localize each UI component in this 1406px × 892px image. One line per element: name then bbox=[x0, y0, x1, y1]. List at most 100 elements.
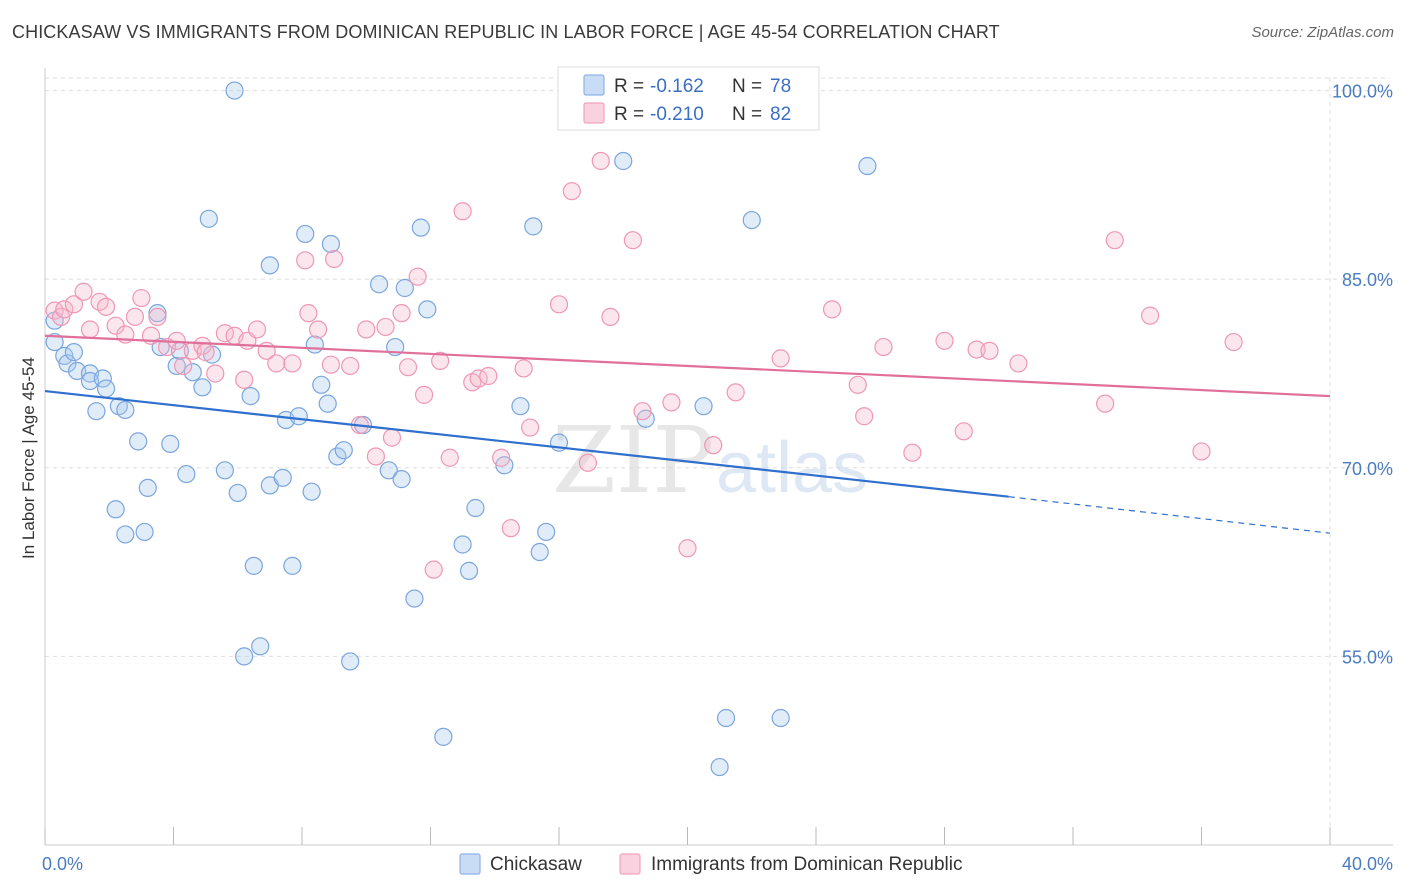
point-chickasaw-9 bbox=[93, 369, 112, 388]
point-chickasaw-23 bbox=[177, 464, 196, 484]
point-chickasaw-35 bbox=[260, 256, 279, 275]
y-tick-label-2: 85.0% bbox=[1342, 270, 1393, 290]
trend-line-dominican bbox=[44, 334, 1331, 398]
point-dominican-52 bbox=[501, 519, 520, 538]
y-tick-label-0: 55.0% bbox=[1342, 647, 1393, 667]
legend-n-value-2: 82 bbox=[770, 104, 791, 125]
point-dominican-28 bbox=[283, 354, 302, 373]
source-label: Source: ZipAtlas.com bbox=[1251, 24, 1394, 41]
point-chickasaw-69 bbox=[614, 151, 633, 171]
point-dominican-76 bbox=[1009, 354, 1028, 373]
point-chickasaw-55 bbox=[395, 278, 414, 298]
point-chickasaw-13 bbox=[116, 400, 135, 420]
legend-swatch-dominican bbox=[583, 102, 605, 124]
legend: R = -0.162 N = 78 R = -0.210 N = 82 bbox=[557, 66, 820, 131]
point-chickasaw-30 bbox=[228, 483, 247, 503]
point-dominican-41 bbox=[398, 358, 418, 377]
x-tick-label-0: 0.0% bbox=[42, 854, 83, 874]
point-chickasaw-15 bbox=[129, 432, 148, 451]
point-chickasaw-48 bbox=[334, 441, 353, 460]
point-chickasaw-32 bbox=[244, 556, 263, 575]
point-chickasaw-21 bbox=[167, 356, 186, 376]
point-dominican-10 bbox=[125, 307, 145, 327]
point-dominican-72 bbox=[935, 331, 954, 350]
point-chickasaw-51 bbox=[370, 275, 389, 294]
point-chickasaw-34 bbox=[251, 637, 270, 656]
point-dominican-30 bbox=[299, 304, 318, 323]
point-chickasaw-59 bbox=[434, 727, 453, 746]
bottom-legend-swatch-dominican bbox=[619, 853, 641, 875]
point-chickasaw-49 bbox=[341, 652, 360, 671]
legend-n-label-2: N = bbox=[732, 104, 762, 125]
point-dominican-20 bbox=[206, 364, 225, 383]
point-chickasaw-29 bbox=[225, 81, 244, 100]
point-dominican-7 bbox=[96, 297, 116, 316]
point-chickasaw-44 bbox=[312, 375, 331, 394]
point-chickasaw-1 bbox=[45, 332, 64, 352]
point-chickasaw-46 bbox=[321, 234, 341, 254]
point-chickasaw-8 bbox=[87, 402, 106, 421]
point-dominican-81 bbox=[1224, 332, 1243, 352]
point-chickasaw-39 bbox=[283, 556, 302, 575]
point-chickasaw-62 bbox=[466, 498, 485, 518]
legend-r-value-1: -0.162 bbox=[650, 76, 704, 97]
point-chickasaw-43 bbox=[305, 335, 324, 354]
legend-n-value-1: 78 bbox=[770, 76, 791, 97]
point-dominican-5 bbox=[80, 320, 100, 339]
point-chickasaw-3 bbox=[58, 354, 77, 373]
point-dominican-13 bbox=[148, 307, 167, 327]
point-dominican-67 bbox=[822, 300, 842, 319]
y-tick-label-1: 70.0% bbox=[1342, 459, 1393, 479]
point-dominican-34 bbox=[341, 356, 360, 376]
point-dominican-59 bbox=[601, 307, 620, 327]
point-dominican-79 bbox=[1140, 306, 1160, 325]
point-dominican-40 bbox=[392, 304, 411, 323]
point-chickasaw-64 bbox=[511, 397, 530, 416]
point-dominican-58 bbox=[591, 151, 610, 171]
point-chickasaw-61 bbox=[459, 561, 479, 580]
point-chickasaw-40 bbox=[289, 407, 308, 426]
point-dominican-74 bbox=[967, 340, 986, 359]
point-chickasaw-42 bbox=[302, 482, 321, 501]
point-dominican-75 bbox=[980, 341, 999, 360]
point-dominican-71 bbox=[903, 443, 922, 462]
point-chickasaw-16 bbox=[135, 522, 154, 542]
point-dominican-4 bbox=[74, 282, 93, 301]
point-chickasaw-24 bbox=[183, 363, 202, 382]
point-chickasaw-54 bbox=[392, 470, 411, 489]
point-chickasaw-26 bbox=[199, 209, 218, 228]
point-dominican-50 bbox=[479, 366, 498, 386]
point-chickasaw-52 bbox=[379, 461, 398, 480]
point-dominican-23 bbox=[235, 370, 254, 389]
point-chickasaw-75 bbox=[771, 708, 790, 728]
y-tick-labels: 55.0% 70.0% 85.0% 100.0% bbox=[1332, 82, 1393, 668]
point-dominican-43 bbox=[414, 385, 434, 404]
point-chickasaw-74 bbox=[742, 210, 761, 230]
bottom-legend-swatch-chickasaw bbox=[459, 853, 481, 875]
point-dominican-61 bbox=[633, 402, 652, 421]
point-dominican-57 bbox=[578, 453, 598, 472]
watermark: ZIP atlas bbox=[552, 407, 868, 514]
point-dominican-44 bbox=[424, 560, 443, 579]
trend-line-chickasaw bbox=[44, 389, 1009, 498]
point-dominican-55 bbox=[549, 295, 569, 314]
point-dominican-36 bbox=[357, 320, 376, 339]
point-chickasaw-12 bbox=[106, 500, 125, 519]
series-chickasaw bbox=[45, 81, 877, 777]
point-dominican-65 bbox=[726, 383, 745, 402]
y-axis-label: In Labor Force | Age 45-54 bbox=[19, 357, 38, 559]
point-dominican-29 bbox=[296, 251, 315, 270]
point-dominican-42 bbox=[408, 267, 427, 286]
point-dominican-80 bbox=[1192, 442, 1211, 461]
point-dominican-73 bbox=[954, 422, 973, 441]
point-dominican-63 bbox=[678, 539, 697, 558]
axes bbox=[44, 68, 1393, 846]
point-chickasaw-60 bbox=[453, 535, 472, 554]
point-dominican-66 bbox=[771, 349, 790, 368]
point-dominican-31 bbox=[308, 320, 328, 339]
watermark-zip: ZIP bbox=[552, 407, 714, 514]
point-chickasaw-71 bbox=[694, 397, 713, 416]
x-tick-labels: 0.0% 40.0% bbox=[42, 854, 1393, 874]
point-dominican-78 bbox=[1105, 231, 1124, 250]
